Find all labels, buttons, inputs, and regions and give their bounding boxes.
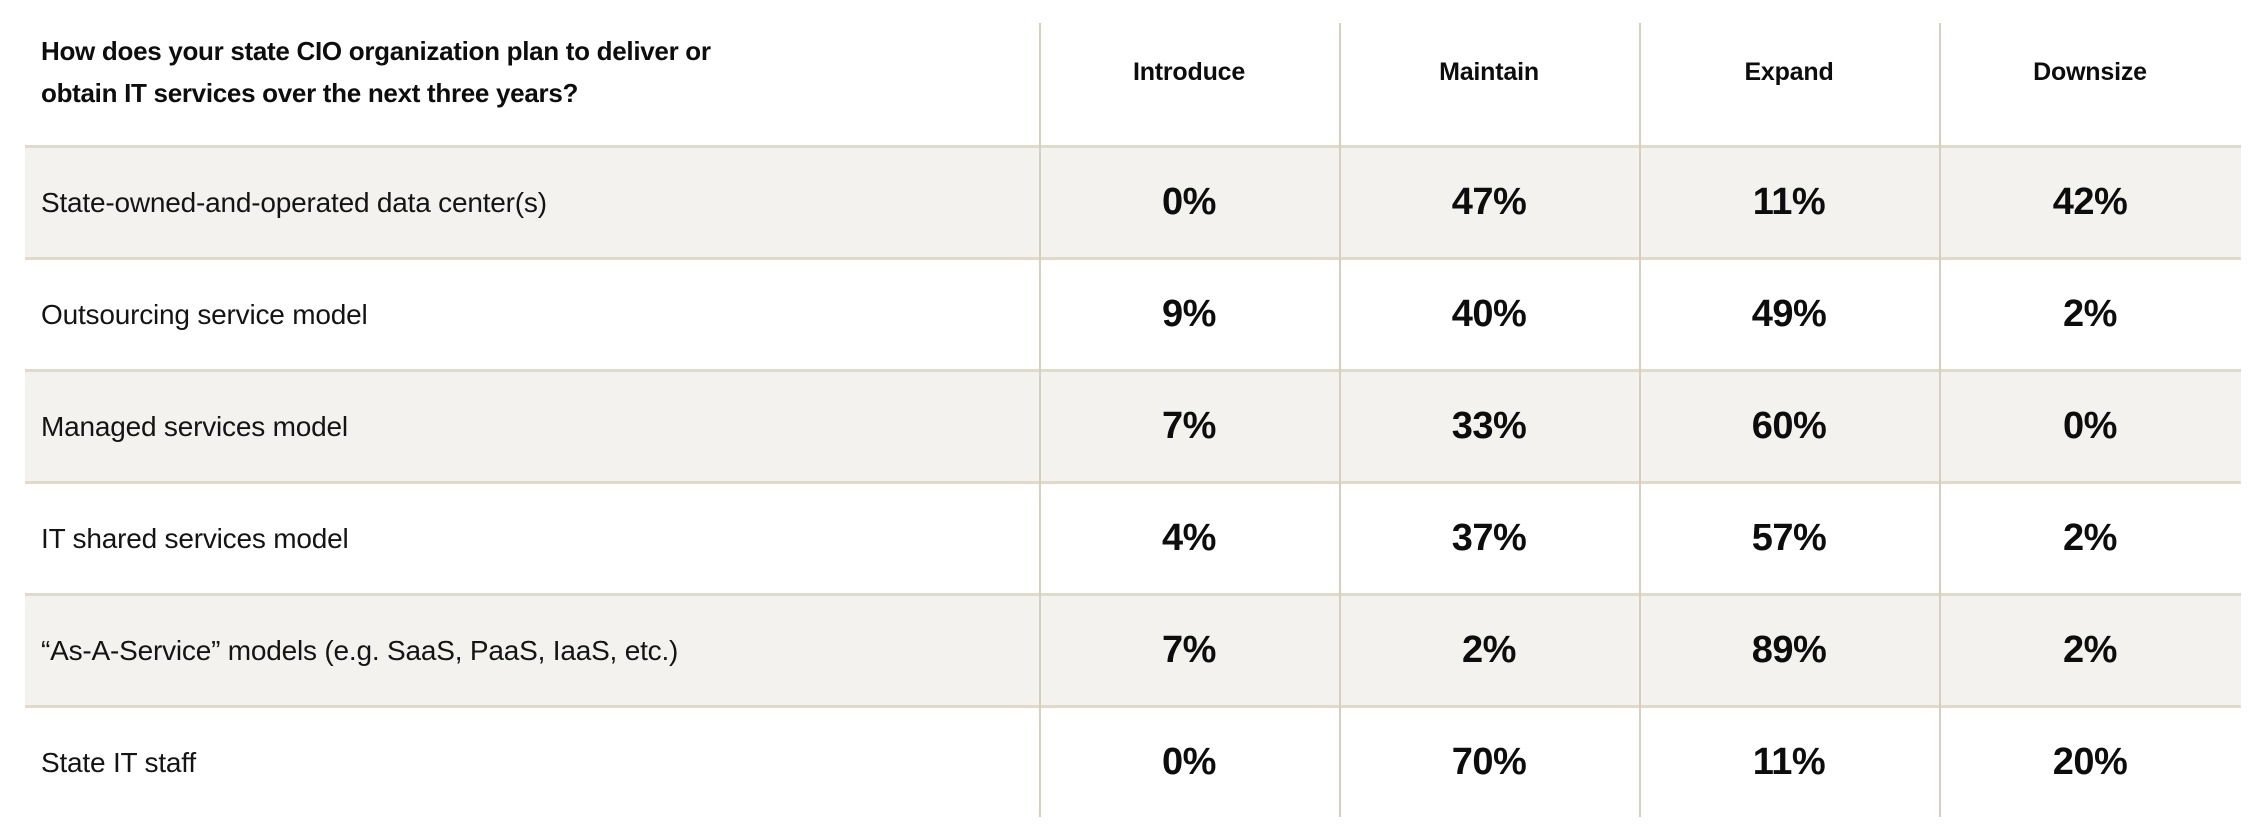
cell-value: 49% (1751, 293, 1827, 335)
survey-question: How does your state CIO organization pla… (41, 36, 711, 108)
row-label: State-owned-and-operated data center(s) (41, 186, 547, 218)
table-header-row: How does your state CIO organization pla… (25, 0, 2241, 145)
cell-value: 42% (2052, 181, 2128, 223)
row-label-cell: Outsourcing service model (25, 260, 1039, 369)
column-header-introduce: Introduce (1039, 0, 1339, 145)
cell-value: 7% (1162, 405, 1216, 447)
cell-expand: 57% (1639, 484, 1939, 593)
column-divider (1339, 23, 1341, 817)
results-table: How does your state CIO organization pla… (25, 0, 2241, 817)
column-divider (1939, 23, 1941, 817)
table-row: State-owned-and-operated data center(s) … (25, 145, 2241, 257)
cell-maintain: 2% (1339, 596, 1639, 705)
table-row: Outsourcing service model 9% 40% 49% 2% (25, 257, 2241, 369)
row-label-cell: State-owned-and-operated data center(s) (25, 148, 1039, 257)
cell-value: 9% (1162, 293, 1216, 335)
cell-expand: 49% (1639, 260, 1939, 369)
column-divider (1639, 23, 1641, 817)
cell-value: 60% (1751, 405, 1827, 447)
cell-value: 2% (2063, 293, 2117, 335)
cell-value: 0% (1162, 181, 1216, 223)
cell-value: 4% (1162, 517, 1216, 559)
row-label: Outsourcing service model (41, 298, 368, 330)
cell-value: 37% (1451, 517, 1527, 559)
cell-downsize: 2% (1939, 260, 2241, 369)
cell-expand: 11% (1639, 708, 1939, 817)
cell-expand: 60% (1639, 372, 1939, 481)
column-header-expand: Expand (1639, 0, 1939, 145)
column-header-label: Maintain (1439, 58, 1539, 86)
row-label: IT shared services model (41, 522, 349, 554)
cell-expand: 11% (1639, 148, 1939, 257)
cell-value: 2% (1462, 629, 1516, 671)
row-label-cell: State IT staff (25, 708, 1039, 817)
cell-value: 11% (1752, 181, 1826, 223)
row-label: State IT staff (41, 746, 196, 778)
column-header-label: Introduce (1132, 58, 1246, 86)
column-header-label: Downsize (2033, 58, 2147, 86)
cell-value: 2% (2063, 629, 2117, 671)
cell-value: 0% (1162, 741, 1216, 783)
cell-value: 33% (1451, 405, 1527, 447)
column-header-label: Expand (1744, 58, 1834, 86)
cell-value: 0% (2063, 405, 2117, 447)
cell-value: 2% (2063, 517, 2117, 559)
table-row: “As-A-Service” models (e.g. SaaS, PaaS, … (25, 593, 2241, 705)
cell-downsize: 42% (1939, 148, 2241, 257)
cell-maintain: 33% (1339, 372, 1639, 481)
cell-downsize: 2% (1939, 484, 2241, 593)
cell-value: 40% (1451, 293, 1527, 335)
column-header-downsize: Downsize (1939, 0, 2241, 145)
column-divider (1039, 23, 1041, 817)
cell-value: 57% (1751, 517, 1827, 559)
cell-introduce: 4% (1039, 484, 1339, 593)
cell-value: 70% (1451, 741, 1527, 783)
survey-question-cell: How does your state CIO organization pla… (25, 0, 1039, 145)
cell-value: 20% (2052, 741, 2128, 783)
cell-introduce: 7% (1039, 372, 1339, 481)
row-label: “As-A-Service” models (e.g. SaaS, PaaS, … (41, 634, 679, 666)
cell-downsize: 0% (1939, 372, 2241, 481)
column-header-maintain: Maintain (1339, 0, 1639, 145)
cell-value: 7% (1162, 629, 1216, 671)
cell-introduce: 9% (1039, 260, 1339, 369)
table-row: State IT staff 0% 70% 11% 20% (25, 705, 2241, 817)
cell-value: 89% (1751, 629, 1827, 671)
cell-maintain: 47% (1339, 148, 1639, 257)
cell-maintain: 40% (1339, 260, 1639, 369)
cell-downsize: 20% (1939, 708, 2241, 817)
row-label-cell: Managed services model (25, 372, 1039, 481)
cell-downsize: 2% (1939, 596, 2241, 705)
row-label-cell: IT shared services model (25, 484, 1039, 593)
cell-value: 47% (1451, 181, 1527, 223)
cell-maintain: 37% (1339, 484, 1639, 593)
cell-introduce: 0% (1039, 148, 1339, 257)
cell-maintain: 70% (1339, 708, 1639, 817)
table-row: IT shared services model 4% 37% 57% 2% (25, 481, 2241, 593)
row-label: Managed services model (41, 410, 348, 442)
table-row: Managed services model 7% 33% 60% 0% (25, 369, 2241, 481)
cell-expand: 89% (1639, 596, 1939, 705)
cell-introduce: 7% (1039, 596, 1339, 705)
cell-value: 11% (1752, 741, 1826, 783)
cell-introduce: 0% (1039, 708, 1339, 817)
row-label-cell: “As-A-Service” models (e.g. SaaS, PaaS, … (25, 596, 1039, 705)
